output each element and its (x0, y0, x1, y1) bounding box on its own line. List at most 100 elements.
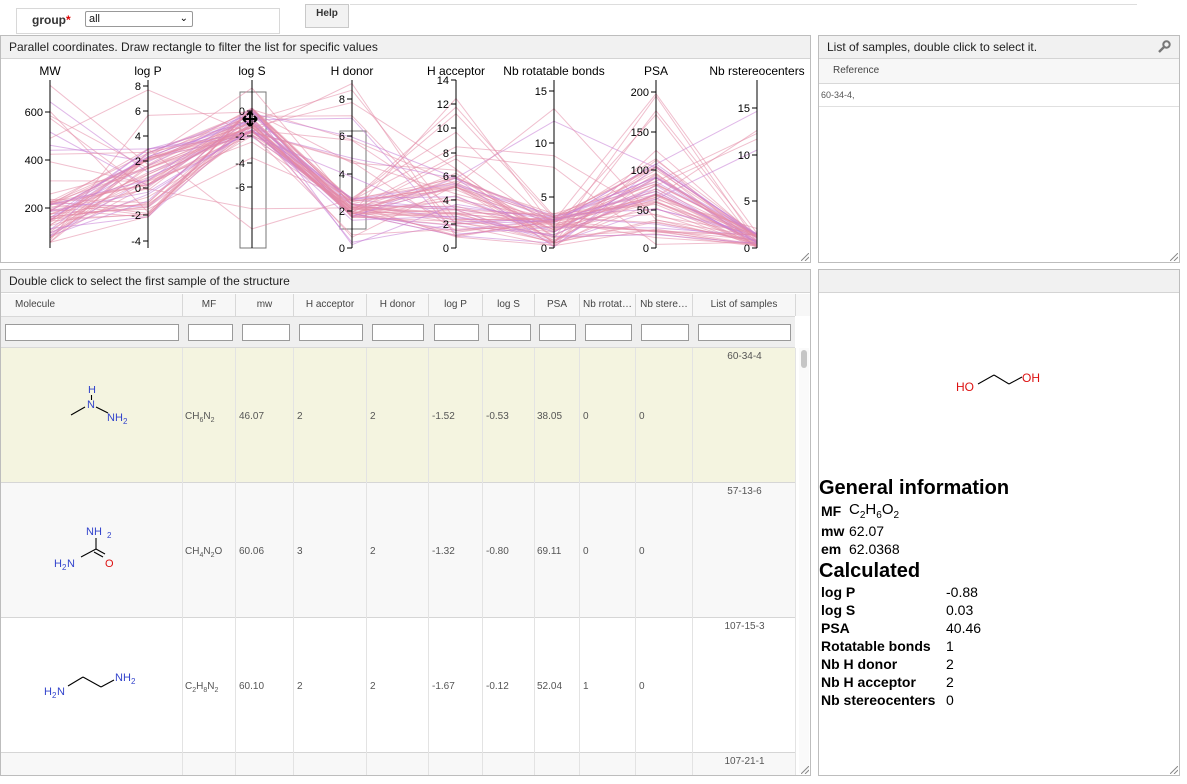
column-header-stereocenters[interactable]: Nb stere… (636, 294, 693, 316)
column-header-h-acceptor[interactable]: H acceptor (294, 294, 367, 316)
molecule-structure: H 2 N NH 2 (44, 672, 136, 698)
axis-label: PSA (644, 64, 668, 78)
mf-cell: CH6N2 (185, 411, 215, 424)
axis-tick-label: 5 (744, 196, 750, 208)
samples-filter-input[interactable] (698, 324, 791, 341)
h-donor-cell: 2 (370, 411, 376, 422)
panel-title: List of samples, double click to select … (819, 36, 1179, 59)
samples-header: Reference (819, 59, 1179, 84)
sample-line (49, 128, 758, 244)
table-row[interactable]: H 2 N NH 2 C2H8N2 60.10 2 2 -1.67 -0.12 … (1, 618, 795, 753)
column-header-h-donor[interactable]: H donor (367, 294, 429, 316)
stereocenters-cell: 0 (639, 546, 645, 557)
sample-line (49, 97, 758, 245)
filter-brush[interactable] (239, 91, 267, 249)
column-header-list-of-samples[interactable]: List of samples (693, 294, 796, 316)
resize-handle-icon[interactable] (801, 253, 809, 261)
column-header-molecule[interactable]: Molecule (1, 294, 183, 316)
atom-label: HO (956, 380, 974, 394)
column-divider (182, 348, 183, 775)
column-header-log-s[interactable]: log S (483, 294, 535, 316)
scrollbar-thumb[interactable] (801, 350, 807, 368)
atom-label: N (67, 558, 75, 570)
column-divider (579, 348, 580, 775)
h-acceptor-filter-input[interactable] (299, 324, 363, 341)
rotatable-cell: 0 (583, 546, 589, 557)
resize-handle-icon[interactable] (1170, 253, 1178, 261)
help-button[interactable]: Help (305, 4, 349, 28)
column-header-rotatable[interactable]: Nb rrotat… (580, 294, 636, 316)
wrench-icon[interactable] (1157, 40, 1171, 54)
resize-handle-icon[interactable] (801, 766, 809, 774)
mf-value: C2H6O2 (849, 501, 900, 521)
atom-label: NH (107, 412, 123, 424)
table-row[interactable]: 107-21-1 (1, 753, 795, 775)
group-select[interactable]: all ⌄ (85, 11, 193, 27)
axis-tick-label: 2 (339, 206, 345, 218)
prop-value: 0.03 (946, 602, 974, 618)
table-row[interactable]: H N NH 2 CH6N2 46.07 2 2 -1.52 -0.53 38.… (1, 348, 795, 483)
molecule-structure: H N NH 2 (70, 386, 128, 426)
em-value: 62.0368 (849, 541, 900, 557)
sample-line (49, 117, 758, 236)
table-row[interactable]: NH 2 H 2 N O CH4N2O 60.06 3 2 -1.32 -0.8… (1, 483, 795, 618)
axis-tick-label: 8 (443, 148, 449, 160)
panel-title (819, 270, 1179, 293)
axis-tick-label: -2 (131, 210, 141, 222)
chevron-down-icon: ⌄ (179, 13, 188, 24)
column-header-mf[interactable]: MF (183, 294, 236, 316)
atom-subscript: 2 (52, 691, 57, 698)
axis-tick-label: 0 (135, 183, 141, 195)
mf-cell: C2H8N2 (185, 681, 219, 694)
column-header-psa[interactable]: PSA (535, 294, 580, 316)
group-label: group* (32, 13, 71, 27)
stereocenters-filter-input[interactable] (641, 324, 689, 341)
atom-label: O (105, 558, 114, 570)
log-s-cell: -0.12 (486, 681, 509, 692)
resize-handle-icon[interactable] (1170, 766, 1178, 774)
move-cursor-icon (242, 111, 258, 127)
axis-tick-label: 0 (643, 243, 649, 255)
header-spacer (796, 294, 810, 316)
axis-tick-label: 0 (339, 243, 345, 255)
panel-title: Double click to select the first sample … (1, 270, 810, 293)
h-donor-cell: 2 (370, 546, 376, 557)
atom-label: NH (86, 526, 102, 538)
sample-list-item[interactable]: 60-34-4, (819, 84, 1179, 107)
axis-tick-label: 10 (437, 123, 449, 135)
sample-line (49, 107, 758, 246)
axis-tick-label: 5 (541, 192, 547, 204)
column-header-log-p[interactable]: log P (429, 294, 483, 316)
sample-line (49, 133, 758, 237)
mw-cell: 60.06 (239, 546, 265, 557)
axis-tick-label: 8 (339, 94, 345, 106)
mw-cell: 60.10 (239, 681, 265, 692)
prop-label: Nb H donor (821, 656, 898, 672)
sample-line (49, 129, 758, 227)
mw-label: mw (821, 523, 845, 539)
rotatable-filter-input[interactable] (585, 324, 632, 341)
log-p-filter-input[interactable] (434, 324, 479, 341)
filter-row (1, 316, 795, 348)
molecule-filter-input[interactable] (5, 324, 179, 341)
atom-label: H (88, 386, 96, 396)
axis-tick-label: 6 (443, 171, 449, 183)
mw-filter-input[interactable] (242, 324, 290, 341)
h-donor-filter-input[interactable] (372, 324, 424, 341)
atom-label: H (54, 558, 62, 570)
sample-reference: 57-13-6 (727, 486, 762, 497)
molecule-structure: NH 2 H 2 N O (54, 526, 114, 572)
column-divider (482, 348, 483, 775)
h-acceptor-cell: 2 (297, 411, 303, 422)
h-acceptor-cell: 2 (297, 681, 303, 692)
column-header-mw[interactable]: mw (236, 294, 294, 316)
scrollbar[interactable] (799, 348, 809, 773)
sample-line (49, 84, 758, 247)
log-p-cell: -1.52 (432, 411, 455, 422)
log-s-filter-input[interactable] (488, 324, 531, 341)
filter-brush[interactable] (339, 130, 367, 230)
reference-column-header[interactable]: Reference (833, 65, 880, 76)
psa-filter-input[interactable] (539, 324, 576, 341)
mf-filter-input[interactable] (188, 324, 233, 341)
